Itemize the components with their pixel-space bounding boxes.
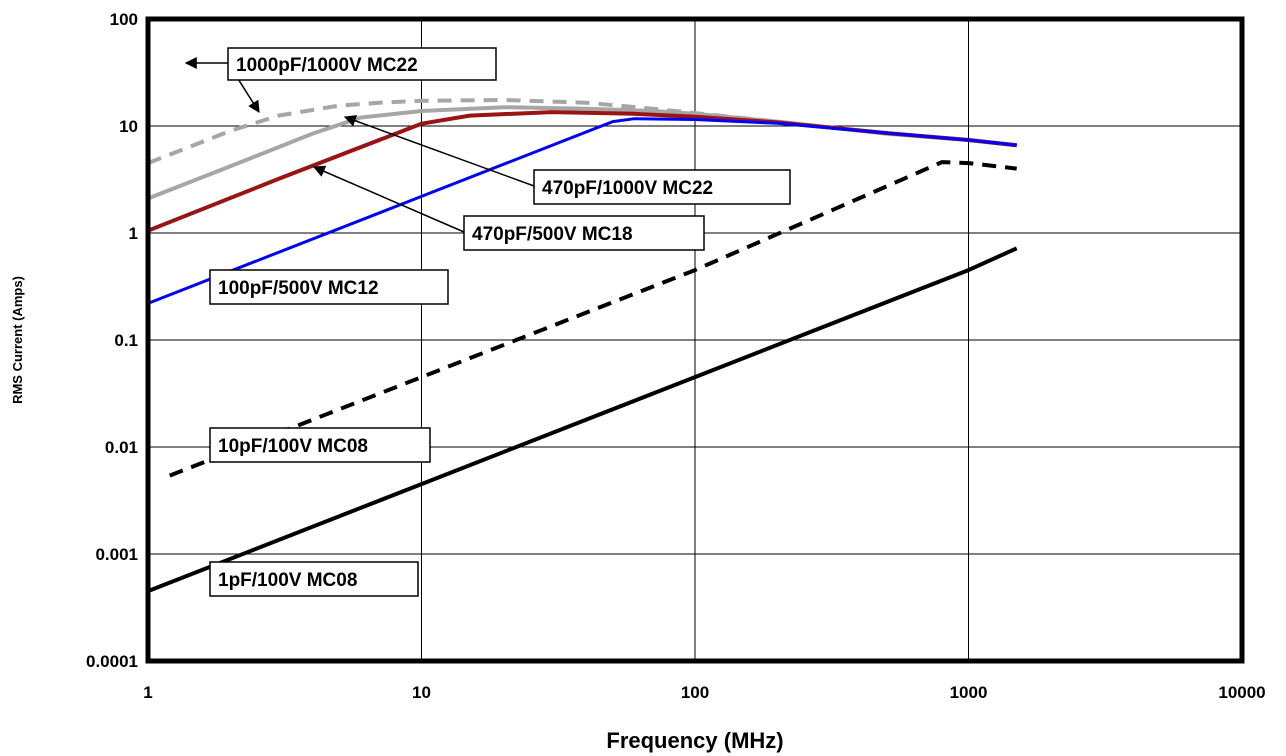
x-tick-label: 10000 (1218, 683, 1265, 702)
series-line-100pf-500v-mc12 (147, 117, 1017, 305)
x-tick-label: 1 (143, 683, 152, 702)
label-text: 470pF/500V MC18 (472, 224, 633, 245)
y-tick-label: 10 (119, 117, 138, 136)
x-tick-labels: 1 10 100 1000 10000 (143, 683, 1265, 702)
label-text: 1pF/100V MC08 (218, 570, 357, 591)
label-470pf-1000v-mc22: 470pF/1000V MC22 (343, 115, 791, 205)
y-axis-title: RMS Current (Amps) (10, 276, 25, 404)
label-text: 470pF/1000V MC22 (542, 178, 713, 199)
label-box (209, 269, 449, 305)
label-box (463, 215, 705, 251)
series-layer (147, 98, 1018, 593)
label-text: 10pF/100V MC08 (218, 436, 368, 457)
label-box (227, 47, 497, 81)
series-line-1pf-100v-mc08 (147, 246, 1018, 593)
x-tick-label: 10 (412, 683, 431, 702)
label-box (209, 427, 431, 463)
label-1000pf-1000v-mc22: 1000pF/1000V MC22 (184, 47, 497, 114)
label-1pf-100v-mc08: 1pF/100V MC08 (209, 561, 419, 597)
label-470pf-500v-mc18: 470pF/500V MC18 (312, 165, 705, 251)
y-tick-label: 0.1 (114, 331, 138, 350)
y-tick-label: 1 (129, 224, 138, 243)
series-line-10pf-100v-mc08 (168, 160, 1017, 478)
label-10pf-100v-mc08: 10pF/100V MC08 (209, 427, 431, 463)
series-line-1000pf-1000v-mc22 (147, 98, 1017, 165)
y-tick-label: 0.01 (105, 438, 138, 457)
x-tick-label: 100 (681, 683, 709, 702)
label-box (533, 169, 791, 205)
label-text: 100pF/500V MC12 (218, 278, 379, 299)
y-tick-labels: 100 10 1 0.1 0.01 0.001 0.0001 (86, 10, 138, 671)
callout-arrow (343, 115, 535, 187)
callout-arrow (312, 165, 465, 233)
label-100pf-500v-mc12: 100pF/500V MC12 (209, 269, 449, 305)
x-tick-label: 1000 (950, 683, 988, 702)
y-tick-label: 100 (110, 10, 138, 29)
x-axis-title: Frequency (MHz) (606, 728, 783, 753)
y-tick-label: 0.0001 (86, 652, 138, 671)
y-tick-label: 0.001 (95, 545, 138, 564)
label-text: 1000pF/1000V MC22 (236, 55, 418, 76)
label-box (209, 561, 419, 597)
plot-frame (145, 16, 1245, 664)
